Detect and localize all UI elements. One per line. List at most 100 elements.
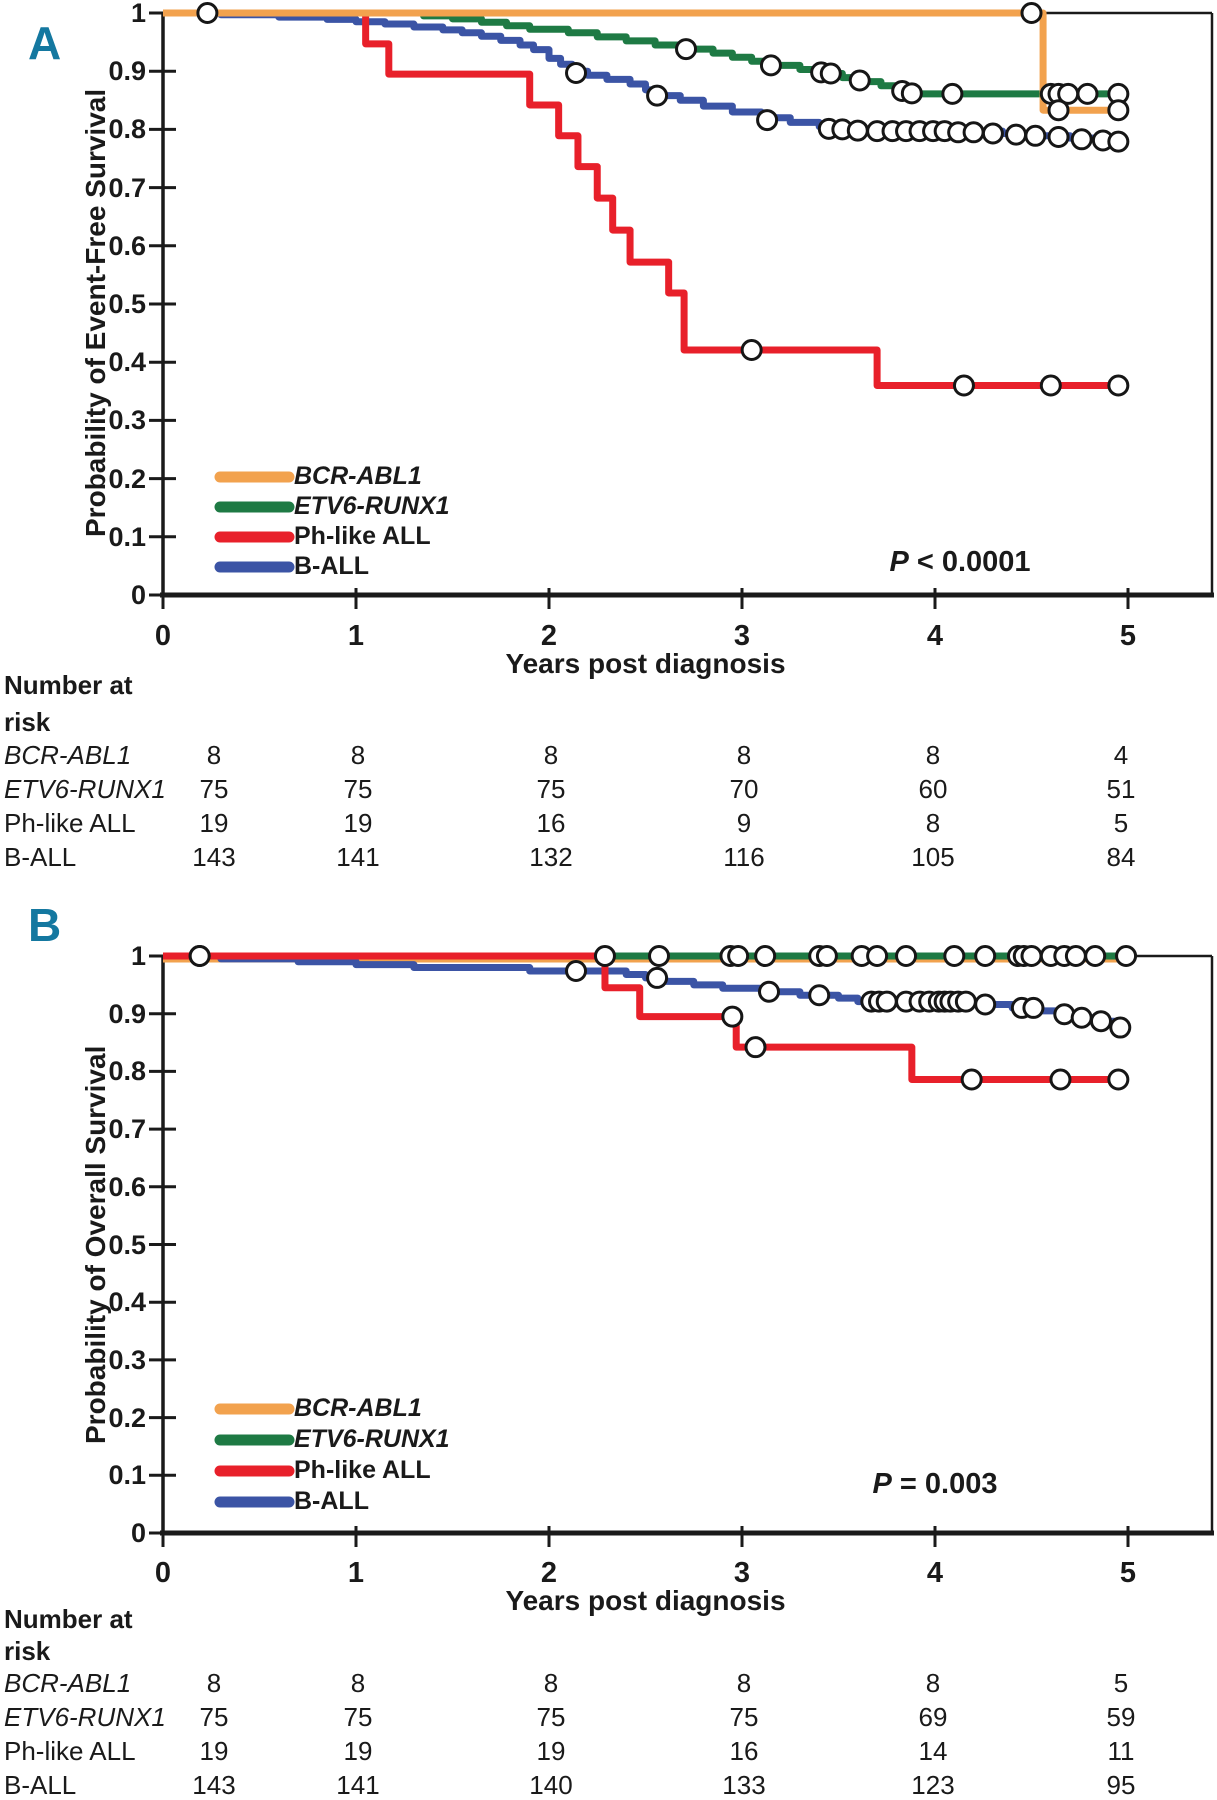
x-tick-label: 0	[154, 1557, 172, 1589]
risk-table-cell: 16	[536, 808, 566, 838]
risk-table-cell: 140	[529, 1770, 573, 1800]
x-tick-label: 2	[540, 620, 558, 652]
risk-table-cell: 16	[729, 1736, 759, 1766]
censor-mark	[1107, 99, 1130, 122]
censor-mark	[1022, 996, 1045, 1019]
censor-mark	[721, 1005, 744, 1028]
survival-curve-ph-like-all	[163, 9, 1123, 389]
y-tick-label: 0.7	[108, 172, 146, 203]
censor-mark	[646, 966, 669, 989]
panel-b-legend-label-b-all: B-ALL	[294, 1487, 369, 1515]
censor-mark	[960, 1068, 983, 1091]
risk-table-cell: 8	[925, 740, 941, 770]
survival-curve-ph-like-all	[163, 952, 1123, 1083]
risk-table-cell: 14	[918, 1736, 948, 1766]
censor-mark	[846, 119, 869, 142]
risk-table-cell: 8	[350, 1668, 366, 1698]
x-tick-label: 5	[1119, 620, 1137, 652]
censor-mark	[1005, 123, 1028, 146]
panel-b-p-symbol: P	[872, 1468, 892, 1500]
censor-mark	[1107, 374, 1130, 397]
censor-mark	[1107, 130, 1130, 153]
panel-b-legend-label-ph-like: Ph-like ALL	[294, 1456, 431, 1484]
panel-b-letter: B	[28, 899, 62, 951]
censor-mark	[754, 945, 777, 967]
censor-mark	[1076, 82, 1099, 105]
censor-mark	[1039, 374, 1062, 397]
risk-table-cell: 133	[722, 1770, 766, 1800]
panel-a-letter: A	[28, 17, 62, 69]
panel-b-p-value: P = 0.003	[805, 1468, 1065, 1501]
risk-table-cell: 8	[736, 740, 752, 770]
panel-a-risk-row-label-etv6-runx1: ETV6-RUNX1	[4, 774, 166, 804]
y-tick-label: 0.4	[108, 347, 146, 378]
censor-mark	[1064, 945, 1087, 967]
censor-mark	[1020, 2, 1043, 24]
y-tick-label: 0.1	[108, 1460, 146, 1491]
censor-mark	[981, 122, 1004, 145]
survival-curve-bcr-abl1	[163, 9, 1123, 114]
risk-table-cell: 19	[343, 808, 373, 838]
x-tick-label: 3	[733, 1557, 751, 1589]
panel-b-p-text: = 0.003	[891, 1468, 998, 1500]
censor-mark	[675, 38, 698, 61]
censor-mark	[756, 109, 779, 132]
y-tick-label: 0.6	[108, 230, 146, 261]
x-tick-label: 2	[540, 1557, 558, 1589]
panel-a-risk-header-line1: Number at	[4, 670, 133, 700]
x-tick-label: 4	[926, 1557, 944, 1589]
risk-table-cell: 141	[336, 1770, 380, 1800]
censor-mark	[196, 2, 219, 24]
censor-mark	[1089, 1010, 1112, 1033]
censor-mark	[819, 62, 842, 85]
censor-mark	[815, 945, 838, 967]
risk-table-cell: 19	[199, 808, 229, 838]
risk-table-cell: 143	[192, 1770, 236, 1800]
y-tick-label: 0.3	[108, 405, 146, 436]
censor-mark	[758, 980, 781, 1003]
x-tick-label: 0	[154, 620, 172, 652]
y-tick-label: 0.6	[108, 1171, 146, 1202]
y-tick-label: 1	[130, 941, 146, 971]
risk-table-cell: 8	[736, 1668, 752, 1698]
censor-mark	[744, 1036, 767, 1059]
risk-table-cell: 59	[1106, 1702, 1136, 1732]
risk-table-cell: 8	[350, 740, 366, 770]
risk-table-cell: 75	[199, 1702, 229, 1732]
panel-a-risk-header-line2: risk	[4, 707, 51, 737]
risk-table-cell: 75	[536, 1702, 566, 1732]
censor-mark	[565, 61, 588, 84]
panel-b-legend-label-etv6-runx1: ETV6-RUNX1	[294, 1425, 450, 1453]
panel-b-x-axis-title: Years post diagnosis	[505, 1585, 786, 1616]
risk-table-cell: 141	[336, 842, 380, 872]
censor-mark	[900, 82, 923, 105]
censor-mark	[1047, 125, 1070, 148]
panel-b-risk-row-label-bcr-abl1: BCR-ABL1	[4, 1668, 132, 1698]
censor-mark	[808, 984, 831, 1007]
panel-a-legend-label-etv6-runx1: ETV6-RUNX1	[294, 492, 450, 520]
panel-a-p-value: P < 0.0001	[830, 546, 1090, 579]
y-tick-label: 0.7	[108, 1114, 146, 1145]
censor-mark	[943, 945, 966, 967]
y-tick-label: 0.5	[108, 289, 146, 319]
risk-table-cell: 5	[1113, 808, 1129, 838]
y-tick-label: 0.5	[108, 1229, 146, 1260]
x-tick-label: 5	[1119, 1557, 1137, 1589]
censor-mark	[1107, 1068, 1130, 1091]
risk-table-cell: 5	[1113, 1668, 1129, 1698]
censor-mark	[848, 69, 871, 92]
risk-table-cell: 8	[543, 740, 559, 770]
risk-table-cell: 8	[206, 740, 222, 770]
risk-table-cell: 8	[925, 808, 941, 838]
risk-table-cell: 116	[723, 842, 765, 872]
y-tick-label: 0.2	[108, 1402, 146, 1433]
panel-a-p-text: < 0.0001	[908, 546, 1031, 578]
censor-mark	[1115, 945, 1138, 967]
risk-table-cell: 8	[925, 1668, 941, 1698]
risk-table-cell: 123	[911, 1770, 955, 1800]
censor-mark	[565, 960, 588, 983]
y-tick-label: 0.3	[108, 1344, 146, 1375]
risk-table-cell: 84	[1106, 842, 1136, 872]
